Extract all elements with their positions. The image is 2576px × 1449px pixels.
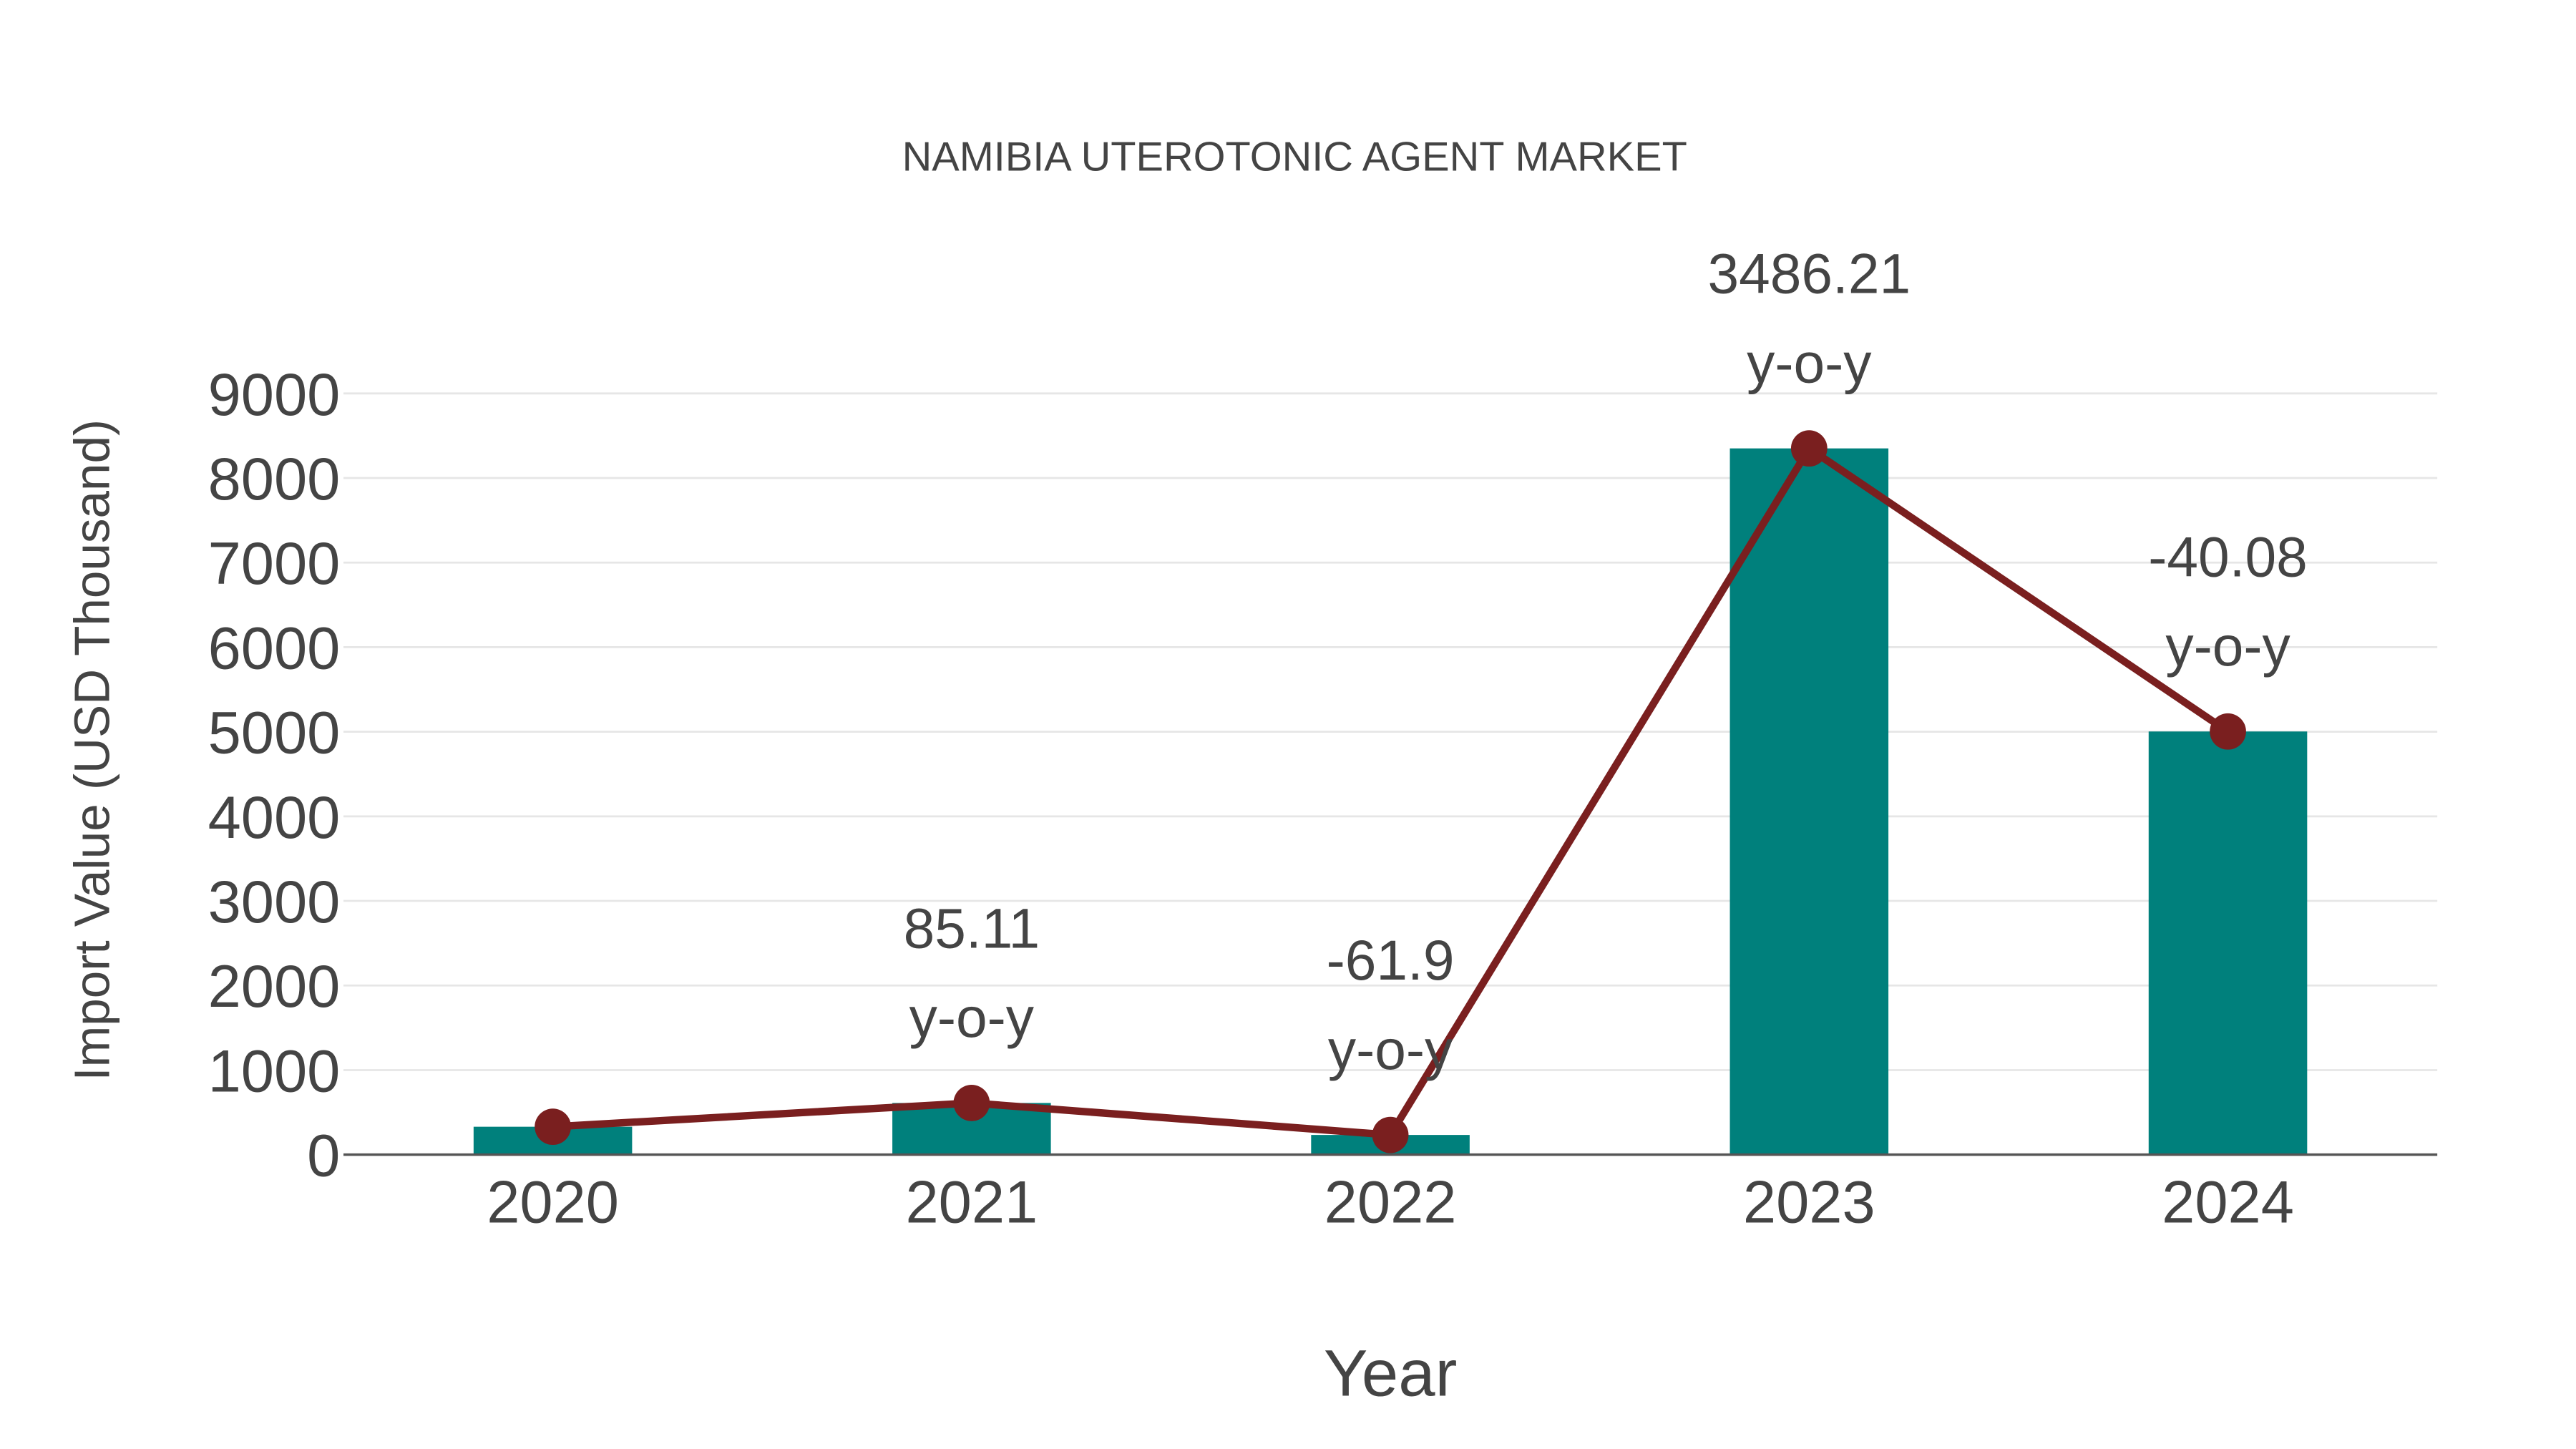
yoy-suffix-2021: y-o-y — [909, 986, 1035, 1049]
y-tick-label: 7000 — [208, 530, 341, 597]
x-axis-label: Year — [1324, 1336, 1458, 1410]
y-tick-label: 6000 — [208, 615, 341, 681]
yoy-suffix-2024: y-o-y — [2165, 615, 2290, 678]
x-tick-label: 2022 — [1324, 1169, 1457, 1235]
yoy-value-2022: -61.9 — [1327, 929, 1455, 992]
x-tick-label: 2023 — [1743, 1169, 1875, 1235]
y-tick-label: 0 — [307, 1123, 340, 1189]
y-tick-label: 8000 — [208, 446, 341, 512]
yoy-suffix-2023: y-o-y — [1747, 331, 1872, 394]
yoy-value-2024: -40.08 — [2148, 525, 2307, 588]
y-tick-label: 3000 — [208, 869, 341, 935]
trend-point-2022 — [1372, 1116, 1409, 1153]
trend-point-2023 — [1790, 430, 1828, 467]
x-tick-label: 2020 — [487, 1169, 619, 1235]
trend-point-2024 — [2210, 713, 2246, 750]
trend-point-2020 — [535, 1108, 571, 1146]
y-tick-label: 4000 — [208, 784, 341, 851]
x-tick-label: 2024 — [2162, 1169, 2294, 1235]
y-tick-label: 2000 — [208, 953, 341, 1020]
yoy-value-2021: 85.11 — [904, 897, 1040, 960]
yoy-suffix-2022: y-o-y — [1328, 1018, 1453, 1081]
bar-2023 — [1729, 448, 1889, 1155]
chart-title: NAMIBIA UTEROTONIC AGENT MARKET — [902, 134, 1687, 180]
yoy-value-2023: 3486.21 — [1708, 243, 1911, 306]
trend-point-2021 — [953, 1085, 990, 1121]
bar-2024 — [2148, 731, 2308, 1155]
y-tick-label: 1000 — [208, 1038, 341, 1104]
x-tick-label: 2021 — [905, 1169, 1038, 1235]
y-tick-label: 9000 — [208, 361, 341, 428]
y-axis-label: Import Value (USD Thousand) — [64, 419, 119, 1081]
y-tick-label: 5000 — [208, 700, 341, 766]
